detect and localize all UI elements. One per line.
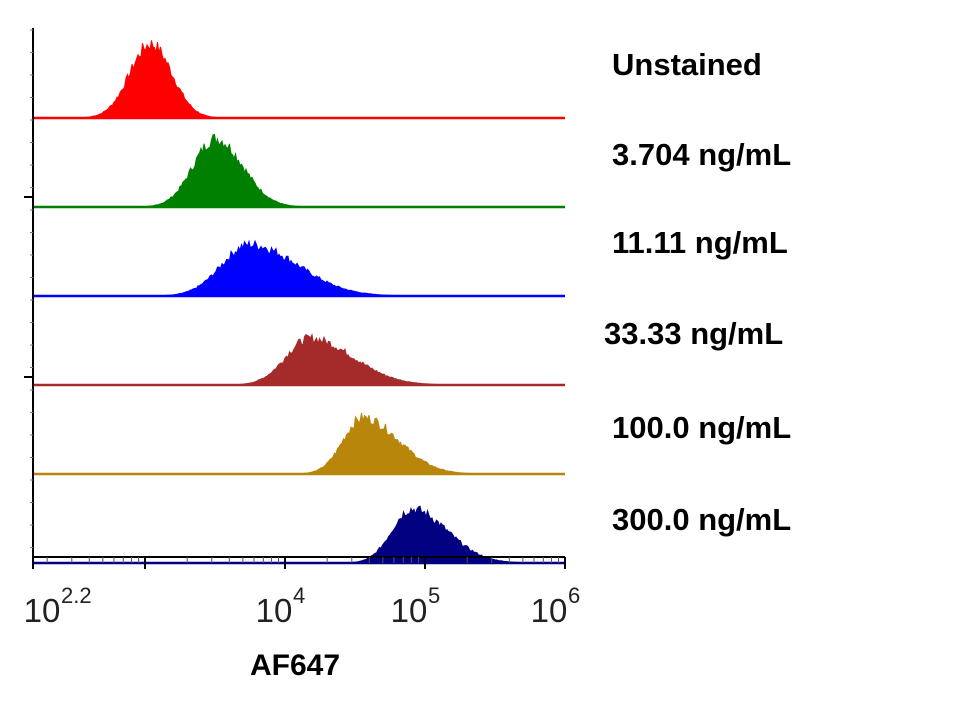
- legend-label: Unstained: [612, 47, 762, 82]
- legend-label: 33.33 ng/mL: [604, 316, 783, 351]
- x-tick-exponent: 2.2: [61, 583, 92, 608]
- legend-label: 100.0 ng/mL: [612, 410, 791, 445]
- x-tick-exponent: 5: [428, 583, 440, 608]
- x-tick-labels: 10 2.2 10 4 10 5 10 6: [24, 583, 581, 629]
- x-tick-label: 10: [256, 592, 293, 629]
- histogram-series: [33, 333, 565, 386]
- histogram-panels: [33, 40, 565, 565]
- x-axis-ticks: [32, 557, 566, 569]
- x-tick-exponent: 6: [568, 583, 580, 608]
- x-tick-label: 10: [531, 592, 568, 629]
- x-axis-label: AF647: [250, 649, 340, 682]
- histogram-series: [33, 133, 565, 208]
- legend: Unstained 3.704 ng/mL 11.11 ng/mL 33.33 ng/…: [604, 47, 791, 537]
- x-tick-label: 10: [24, 592, 61, 629]
- histogram-series: [33, 239, 565, 297]
- legend-label: 300.0 ng/mL: [612, 502, 791, 537]
- x-tick-exponent: 4: [293, 583, 305, 608]
- x-tick-label: 10: [391, 592, 428, 629]
- histogram-series: [33, 413, 565, 475]
- y-axis-ticks: [24, 29, 33, 548]
- histogram-series: [33, 505, 565, 564]
- legend-label: 3.704 ng/mL: [612, 137, 791, 172]
- legend-label: 11.11 ng/mL: [612, 225, 788, 260]
- histogram-series: [33, 40, 565, 119]
